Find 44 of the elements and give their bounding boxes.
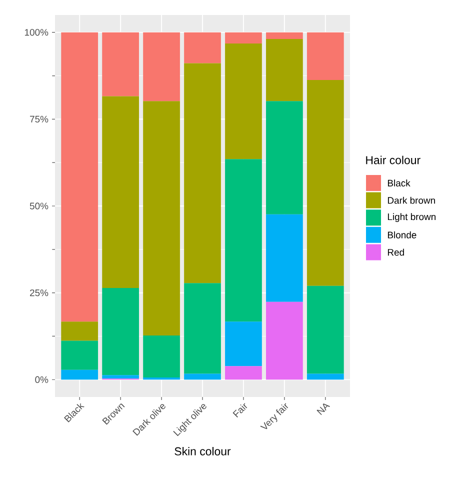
bar [61, 32, 98, 322]
bar [61, 340, 98, 370]
bar [306, 374, 344, 380]
x-tick-label: Fair [232, 403, 248, 418]
bar [184, 32, 221, 64]
bar [225, 366, 262, 380]
bar [225, 32, 262, 44]
x-axis-title: Skin colour [174, 447, 231, 456]
bar [102, 96, 139, 288]
bar [266, 101, 303, 214]
bar [225, 322, 262, 366]
x-tick-label: NA [316, 404, 330, 416]
legend-label: Red [388, 248, 404, 256]
bar [102, 32, 139, 96]
bar [266, 32, 303, 39]
bar [143, 32, 180, 102]
bar [266, 302, 303, 380]
y-tick-label: 75% [30, 116, 48, 123]
bar [102, 375, 139, 379]
y-tick-label: 25% [30, 289, 48, 296]
bar [225, 43, 262, 160]
bar [184, 283, 221, 374]
bar [184, 63, 221, 284]
y-tick-label: 0% [35, 376, 48, 383]
bar [143, 101, 180, 336]
legend-label: Light brown [388, 213, 436, 222]
bar [306, 32, 344, 80]
bar [266, 38, 303, 102]
bar [184, 374, 221, 380]
legend-label: Blonde [388, 231, 416, 238]
y-tick-label: 100% [24, 29, 48, 36]
x-tick-label: Very fair [260, 403, 288, 430]
bar [61, 370, 98, 380]
legend-label: Dark brown [388, 196, 435, 204]
legend-label: Black [388, 180, 410, 186]
legend-title: Hair colour [366, 156, 420, 164]
bar [102, 288, 139, 376]
bar [306, 286, 344, 374]
bar [266, 214, 303, 302]
bar [306, 80, 344, 286]
y-tick-label: 50% [30, 202, 48, 210]
bar [225, 159, 262, 322]
bar [143, 336, 180, 378]
bar [61, 322, 98, 341]
